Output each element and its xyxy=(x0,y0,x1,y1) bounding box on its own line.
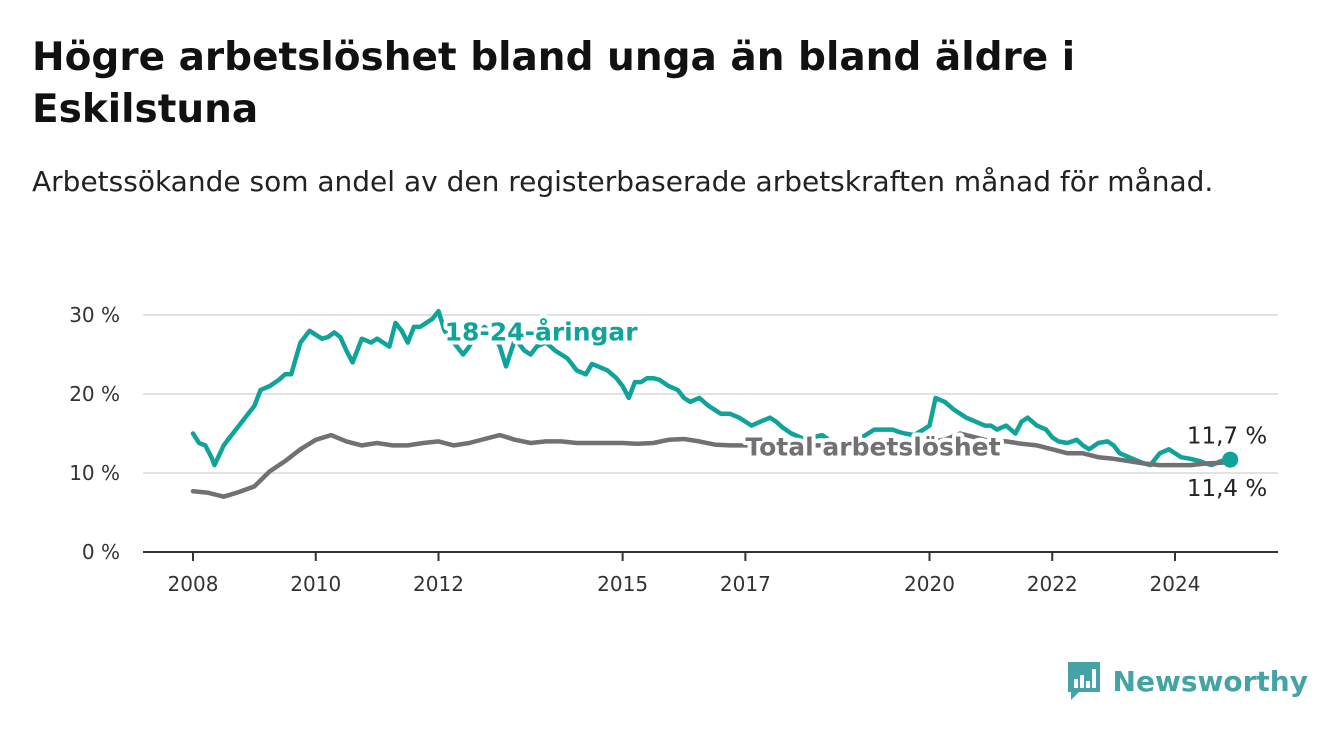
chart-title: Högre arbetslöshet bland unga än bland ä… xyxy=(32,35,1076,132)
x-tick-label: 2008 xyxy=(168,572,219,596)
y-tick-label: 30 % xyxy=(69,303,120,327)
x-tick-label: 2010 xyxy=(290,572,341,596)
bar-chart-icon xyxy=(1067,662,1100,700)
series-line-youth xyxy=(190,308,1233,468)
end-point-marker xyxy=(1222,451,1239,468)
series-label-total: Total arbetslöshet xyxy=(745,433,1000,462)
x-tick-label: 2022 xyxy=(1027,572,1078,596)
chart-subtitle: Arbetssökande som andel av den registerb… xyxy=(32,165,1214,198)
line-chart: 0 % 10 % 20 % 30 % 2008 2010 2012 2015 2017 2020 2… xyxy=(69,303,1278,596)
series-label-youth: 18-24-åringar xyxy=(445,317,639,346)
x-tick-label: 2017 xyxy=(720,572,771,596)
series-labels: 18-24-åringar Total arbetslöshet 11,7 % 11,… xyxy=(441,313,1268,502)
y-tick-label: 0 % xyxy=(82,540,120,564)
brand-name: Newsworthy xyxy=(1112,664,1308,698)
newsworthy-logo: Newsworthy xyxy=(1065,660,1308,702)
series-lines xyxy=(190,308,1233,499)
end-value-label-youth: 11,7 % xyxy=(1187,424,1267,450)
x-tick-label: 2012 xyxy=(413,572,464,596)
x-tick-label: 2024 xyxy=(1150,572,1201,596)
grid-lines xyxy=(143,314,1278,474)
end-value-label-total: 11,4 % xyxy=(1187,476,1267,502)
axes: 0 % 10 % 20 % 30 % 2008 2010 2012 2015 2017 2020 2… xyxy=(69,303,1278,596)
series-line-total xyxy=(190,431,1233,499)
x-tick-label: 2015 xyxy=(597,572,648,596)
x-tick-label: 2020 xyxy=(904,572,955,596)
y-tick-label: 10 % xyxy=(69,461,120,485)
y-tick-label: 20 % xyxy=(69,382,120,406)
